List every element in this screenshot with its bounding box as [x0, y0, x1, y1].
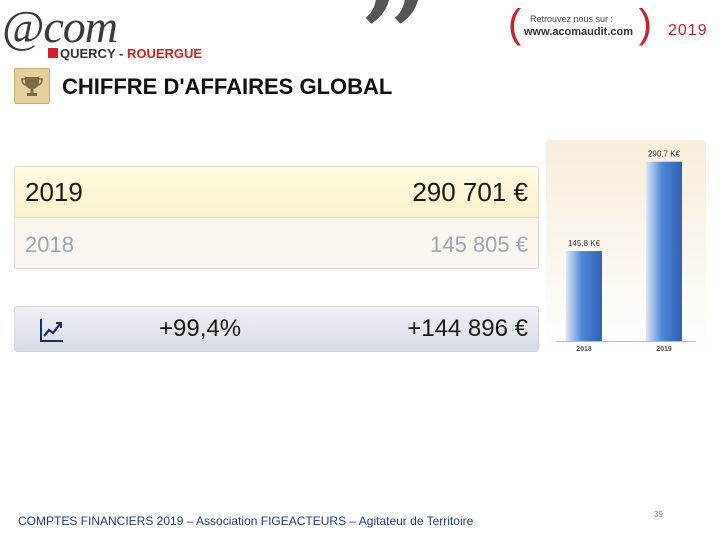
- revenue-chart: 145,8 K€ 2018 290,7 K€ 2019: [546, 140, 706, 356]
- amount-year: 2019: [25, 176, 83, 207]
- chart-tick-label: 2019: [656, 346, 672, 353]
- chart-bar-2018: [566, 251, 602, 341]
- chart-data-label: 145,8 K€: [568, 239, 601, 248]
- chart-bar-2019: [646, 161, 682, 341]
- page-title: CHIFFRE D'AFFAIRES GLOBAL: [62, 74, 393, 99]
- footer-text: COMPTES FINANCIERS 2019 – Association FI…: [18, 514, 474, 528]
- logo-sub-sep: -: [115, 46, 127, 61]
- header-year: 2019: [668, 22, 708, 39]
- amount-row-2018: 2018 145 805 €: [15, 219, 538, 268]
- quote-decoration-icon: ”: [355, 0, 432, 132]
- revenue-chart-svg: 145,8 K€ 2018 290,7 K€ 2019: [546, 140, 706, 356]
- amount-row-2019: 2019 290 701 €: [15, 167, 538, 218]
- page-number: 39: [654, 510, 663, 519]
- chart-data-label: 290,7 K€: [648, 150, 681, 159]
- trend-up-icon: [40, 319, 63, 342]
- promo-line1: Retrouvez nous sur :: [530, 14, 614, 24]
- amounts-panel: 2019 290 701 € 2018 145 805 €: [14, 166, 539, 269]
- amount-year: 2018: [25, 231, 74, 257]
- website-promo: ( Retrouvez nous sur : www.acomaudit.com…: [508, 2, 652, 48]
- logo-subtitle: QUERCY - ROUERGUE: [60, 46, 202, 61]
- variation-panel: +99,4% +144 896 €: [14, 306, 539, 352]
- promo-paren-right-icon: ): [638, 2, 652, 46]
- variation-percent: +99,4%: [159, 315, 242, 342]
- acom-logo: @com QUERCY - ROUERGUE: [2, 1, 217, 62]
- variation-amount: +144 896 €: [407, 315, 528, 342]
- amount-value: 145 805 €: [430, 231, 528, 257]
- logo-red-square: [48, 48, 58, 58]
- chart-tick-label: 2018: [576, 346, 592, 353]
- promo-paren-left-icon: (: [508, 2, 522, 46]
- amount-value: 290 701 €: [412, 176, 528, 207]
- promo-url[interactable]: www.acomaudit.com: [524, 26, 634, 38]
- logo-sub-a: QUERCY: [60, 46, 116, 61]
- logo-main-text: @com: [2, 1, 118, 52]
- logo-sub-b: ROUERGUE: [126, 46, 203, 61]
- trophy-icon: [14, 68, 50, 104]
